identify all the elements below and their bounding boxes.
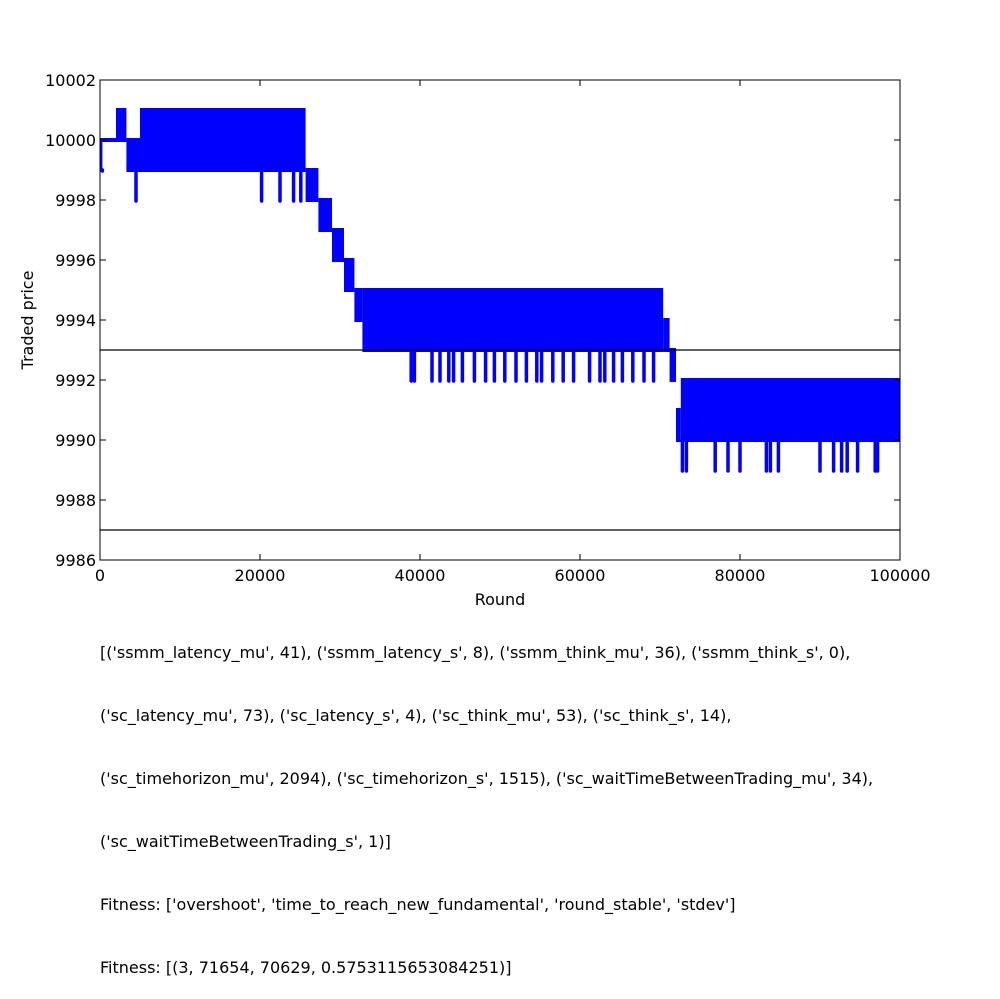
- price-band: [305, 168, 319, 202]
- price-band: [663, 318, 670, 352]
- price-band: [344, 258, 355, 292]
- price-band: [126, 138, 140, 172]
- y-tick-label: 10002: [45, 71, 96, 90]
- caption-line: ('sc_latency_mu', 73), ('sc_latency_s', …: [100, 706, 732, 725]
- x-tick-label: 0: [95, 566, 105, 585]
- x-axis-title: Round: [475, 590, 526, 609]
- price-band: [100, 138, 103, 172]
- x-tick-label: 60000: [555, 566, 606, 585]
- price-band: [140, 108, 306, 172]
- x-tick-label: 20000: [235, 566, 286, 585]
- price-band: [669, 348, 676, 382]
- price-band: [318, 198, 332, 232]
- price-band: [116, 108, 127, 142]
- y-tick-label: 9992: [55, 371, 96, 390]
- y-tick-label: 9998: [55, 191, 96, 210]
- y-tick-label: 9986: [55, 551, 96, 570]
- price-band: [362, 288, 664, 352]
- x-tick-label: 80000: [715, 566, 766, 585]
- price-band: [354, 288, 363, 322]
- y-tick-label: 9988: [55, 491, 96, 510]
- y-tick-label: 9990: [55, 431, 96, 450]
- price-band: [102, 138, 116, 142]
- y-tick-label: 10000: [45, 131, 96, 150]
- chart: 0 20000 40000 60000 80000 100000 9986 9988 9990 9…: [18, 71, 931, 609]
- fitness-values-line: Fitness: [(3, 71654, 70629, 0.5753115653…: [100, 958, 512, 977]
- caption-line: ('sc_waitTimeBetweenTrading_s', 1)]: [100, 832, 391, 851]
- x-tick-label: 40000: [395, 566, 446, 585]
- y-tick-label: 9994: [55, 311, 96, 330]
- y-axis-title: Traded price: [18, 271, 37, 371]
- price-band: [332, 228, 344, 262]
- caption-line: [('ssmm_latency_mu', 41), ('ssmm_latency…: [100, 643, 851, 662]
- x-tick-label: 100000: [869, 566, 930, 585]
- price-band: [676, 408, 681, 442]
- axis-ticks: 0 20000 40000 60000 80000 100000 9986 9988 9990 9…: [45, 71, 930, 585]
- y-tick-label: 9996: [55, 251, 96, 270]
- price-band: [680, 378, 900, 442]
- caption-line: ('sc_timehorizon_mu', 2094), ('sc_timeho…: [100, 769, 874, 788]
- plot-area: [100, 108, 900, 473]
- reference-lines: [100, 349, 900, 531]
- fitness-names-line: Fitness: ['overshoot', 'time_to_reach_ne…: [100, 895, 736, 914]
